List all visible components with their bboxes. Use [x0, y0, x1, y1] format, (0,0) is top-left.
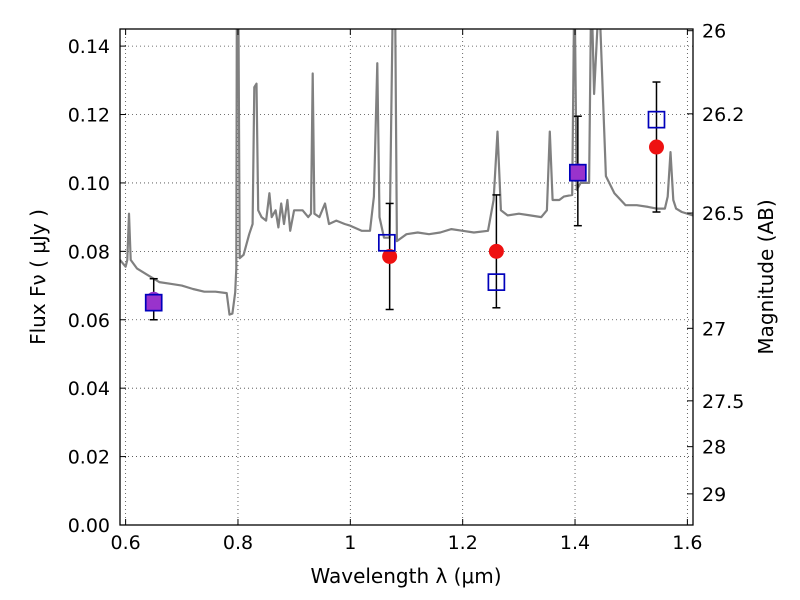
- model-band-square: [647, 110, 666, 129]
- grid: [120, 29, 693, 526]
- x-tick-label: 1: [344, 532, 356, 554]
- observed-point: [648, 139, 664, 155]
- observed-point: [570, 163, 586, 179]
- right-axis-label: Magnitude (AB): [754, 199, 778, 354]
- model-band-square: [377, 233, 396, 252]
- y-tick-label: 0.04: [68, 378, 110, 400]
- right-tick-label: 26.2: [702, 104, 744, 126]
- x-tick-label: 1.2: [448, 532, 478, 554]
- x-tick-label: 0.8: [223, 532, 253, 554]
- y-tick-label: 0.12: [68, 105, 110, 127]
- data-layer: [120, 29, 693, 321]
- plot-background: [120, 29, 693, 525]
- model-spectrum-line: [120, 29, 693, 316]
- right-tick-label: 28: [702, 437, 726, 459]
- x-tick-label: 1.4: [560, 532, 590, 554]
- right-tick-label: 29: [702, 484, 726, 506]
- ticks: 0.6 0.8 1 1.2 1.4 1.6 0.00 0.02 0.04 0.06 0.08 0.10…: [68, 21, 745, 554]
- right-tick-label: 27.5: [702, 391, 744, 413]
- observed-point: [488, 243, 504, 259]
- model-band-square: [487, 273, 506, 291]
- x-tick-label: 1.6: [672, 532, 702, 554]
- y-tick-label: 0.02: [68, 447, 110, 469]
- y-tick-label: 0.08: [68, 241, 110, 263]
- y-tick-label: 0.10: [68, 173, 110, 195]
- x-tick-label: 0.6: [111, 532, 141, 554]
- y-tick-label: 0.14: [68, 36, 110, 58]
- model-band-square: [568, 163, 587, 182]
- y-tick-label: 0.00: [68, 515, 110, 537]
- plot-frame: [119, 28, 694, 526]
- right-tick-label: 26: [702, 21, 726, 43]
- model-band-square: [144, 293, 163, 312]
- observed-point: [382, 248, 398, 264]
- right-tick-label: 26.5: [702, 203, 744, 225]
- x-axis-label: Wavelength λ (μm): [310, 564, 501, 588]
- right-tick-label: 27: [702, 318, 726, 340]
- y-tick-label: 0.06: [68, 310, 110, 332]
- y-axis-label: Flux Fν ( μJy ): [26, 209, 50, 345]
